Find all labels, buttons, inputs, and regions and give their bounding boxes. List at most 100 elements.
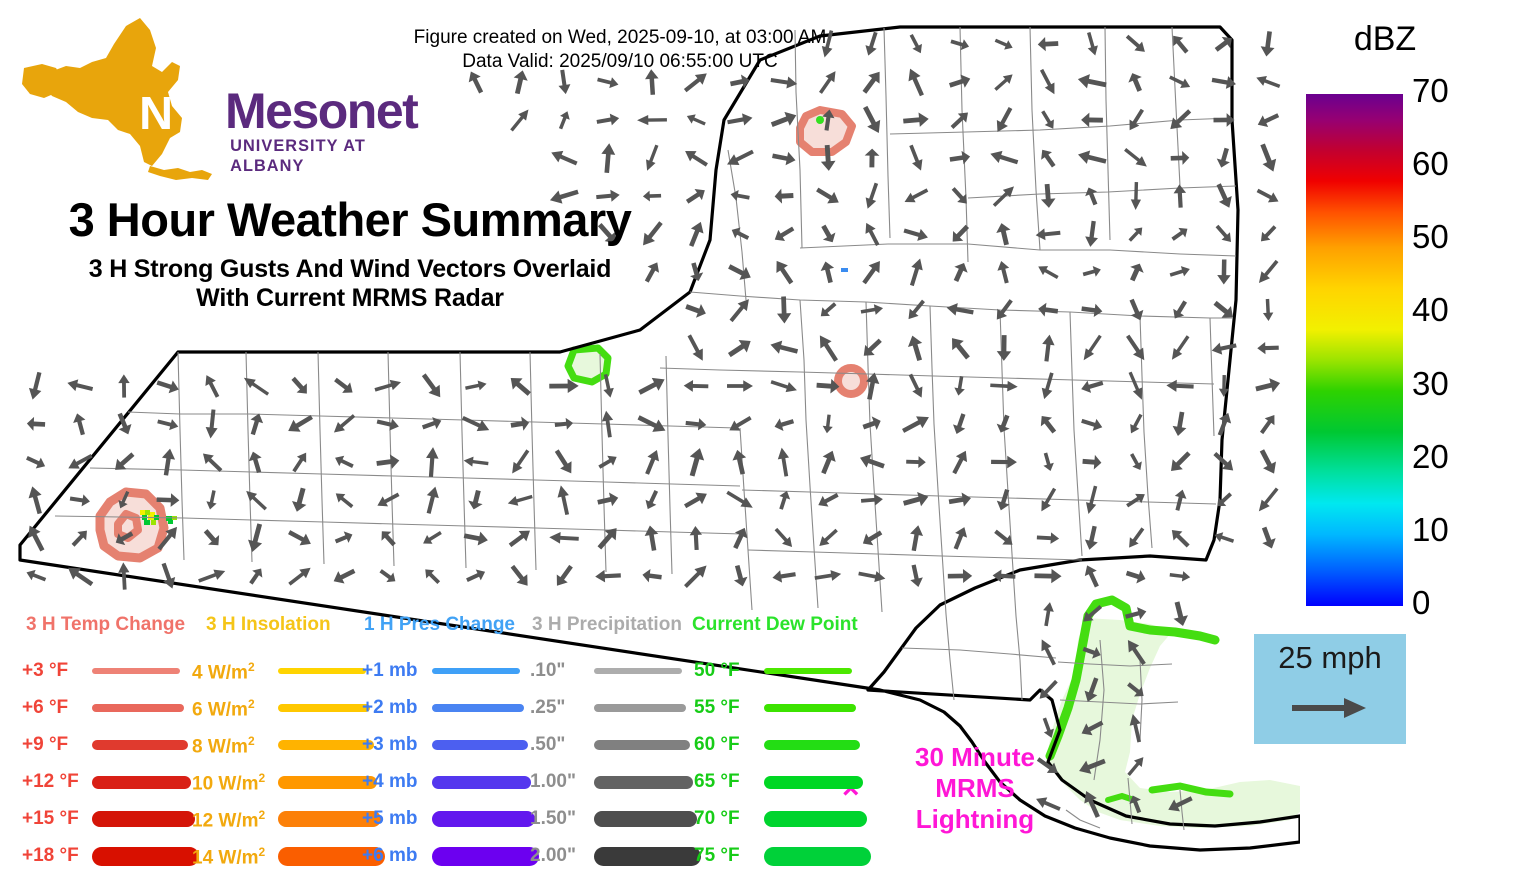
colorbar-tick-10: 10	[1412, 510, 1449, 548]
wind-vector-arrow-icon	[952, 450, 968, 475]
wind-vector-arrow-icon	[512, 449, 530, 474]
wind-vector-arrow-icon	[1041, 487, 1057, 512]
wind-vector-arrow-icon	[1213, 113, 1235, 127]
legend-header-0: 3 H Temp Change	[26, 614, 186, 635]
state-boundary	[18, 25, 1300, 852]
legend-swatch	[278, 775, 377, 789]
legend-swatch	[278, 811, 381, 827]
wind-vector-arrow-icon	[603, 373, 614, 398]
wind-vector-arrow-icon	[249, 568, 263, 585]
wind-vector-arrow-icon	[728, 264, 751, 280]
weather-map[interactable]	[0, 0, 1300, 876]
wind-vector-arrow-icon	[1216, 183, 1232, 208]
wind-vector-arrow-icon	[1127, 639, 1146, 666]
legend-swatch	[432, 846, 539, 866]
legend-swatch	[764, 740, 860, 750]
wind-vector-arrow-icon	[1084, 677, 1099, 702]
wind-vector-arrow-icon	[774, 527, 793, 547]
legend-swatch	[278, 846, 385, 866]
wind-vector-arrow-icon	[949, 150, 971, 165]
wind-vector-arrow-icon	[994, 74, 1013, 91]
wind-vector-arrow-icon	[597, 77, 619, 89]
wind-vector-arrow-icon	[508, 530, 530, 548]
wind-vector-arrow-icon	[689, 221, 704, 247]
wind-vector-arrow-icon	[818, 493, 839, 507]
wind-vector-arrow-icon	[637, 415, 666, 432]
wind-vector-arrow-icon	[683, 380, 709, 392]
wind-vector-arrow-icon	[996, 414, 1010, 433]
wind-vector-arrow-icon	[468, 71, 484, 94]
wind-vector-arrow-icon	[243, 377, 270, 396]
legend-row-label: 75 °F	[694, 845, 740, 866]
wind-vector-arrow-icon	[953, 413, 966, 435]
wind-vector-arrow-icon	[684, 565, 707, 588]
wind-vector-arrow-icon	[556, 564, 573, 586]
legend-row-label: .25"	[530, 697, 566, 718]
wind-vector-arrow-icon	[865, 222, 880, 247]
wind-vector-arrow-icon	[466, 569, 486, 582]
wind-vector-arrow-icon	[1082, 646, 1101, 659]
legend-swatch	[92, 846, 199, 866]
legend-superscript: 2	[247, 697, 255, 711]
wind-vector-arrow-icon	[777, 447, 790, 477]
subtitle-line-1: 3 H Strong Gusts And Wind Vectors Overla…	[88, 255, 612, 283]
wind-vector-arrow-icon	[1173, 184, 1187, 208]
wind-vector-arrow-icon	[1043, 452, 1054, 472]
wind-vector-arrow-icon	[1173, 300, 1188, 319]
wind-vector-arrow-icon	[994, 38, 1013, 50]
wind-vector-arrow-icon	[774, 418, 795, 431]
data-valid-line: Data Valid: 2025/09/10 06:55:00 UTC	[462, 51, 778, 72]
wind-vector-arrow-icon	[642, 569, 662, 583]
legend-swatch	[92, 775, 191, 789]
wind-speed-reference-label: 25 mph	[1278, 640, 1382, 675]
wind-vector-arrow-icon	[202, 453, 223, 472]
wind-vector-arrow-icon	[198, 569, 226, 583]
wind-vector-arrow-icon	[770, 76, 798, 89]
wind-vector-arrow-icon	[951, 187, 967, 204]
wind-vector-arrow-icon	[772, 570, 796, 583]
wind-vector-arrow-icon	[558, 111, 570, 130]
wind-vector-arrow-icon	[863, 105, 881, 134]
wind-vector-arrow-icon	[1041, 372, 1054, 400]
wind-vector-arrow-icon	[205, 375, 220, 398]
wind-vector-arrow-icon	[334, 377, 353, 393]
wind-vector-arrow-icon	[685, 418, 707, 431]
wind-vector-arrow-icon	[1262, 298, 1274, 321]
dbz-colorbar[interactable]	[1306, 94, 1403, 606]
nys-mesonet-logo: NYS Mesonet UNIVERSITY AT ALBANY	[22, 14, 419, 184]
wind-vector-arrow-icon	[1255, 378, 1281, 393]
wind-vector-arrow-icon	[1038, 266, 1059, 279]
wind-vector-arrow-icon	[1129, 263, 1144, 282]
lightning-legend: × 30 Minute MRMS Lightning	[842, 742, 1080, 835]
wind-vector-arrow-icon	[597, 528, 617, 550]
legend-swatch	[432, 811, 535, 827]
legend-row-label: +12 °F	[22, 771, 79, 792]
wind-vector-arrow-icon	[1126, 334, 1145, 361]
wind-vector-arrow-icon	[597, 492, 619, 507]
legend-row-label: 50 °F	[694, 660, 740, 681]
wind-vector-arrow-icon	[686, 114, 706, 126]
wind-vector-arrow-icon	[1257, 341, 1279, 355]
wind-vector-arrow-icon	[1260, 31, 1275, 57]
logo-mesonet-text: Mesonet	[225, 83, 419, 139]
legend-swatch	[594, 811, 697, 827]
wind-vector-arrow-icon	[1217, 412, 1232, 436]
wind-vector-arrow-icon	[818, 71, 836, 94]
wind-vector-arrow-icon	[1036, 532, 1060, 544]
colorbar-tick-60: 60	[1412, 145, 1449, 183]
wind-vector-arrow-icon	[859, 454, 885, 469]
wind-vector-arrow-icon	[157, 526, 178, 551]
wind-vector-arrow-icon	[952, 224, 970, 242]
wind-vector-arrow-icon	[1260, 143, 1277, 172]
wind-vector-arrow-icon	[819, 528, 838, 546]
legend-swatch	[432, 668, 520, 674]
wind-vector-arrow-icon	[1256, 188, 1279, 203]
temp-change-contour-center	[834, 364, 868, 398]
wind-vector-arrow-icon	[1085, 187, 1098, 206]
wind-vector-arrow-icon	[549, 189, 579, 204]
wind-vector-arrow-icon	[731, 227, 750, 240]
wind-vector-arrow-icon	[1257, 113, 1280, 128]
wind-vector-arrow-icon	[203, 529, 220, 546]
legend-row-label: +1 mb	[362, 660, 418, 681]
wind-vector-arrow-icon	[910, 564, 923, 588]
